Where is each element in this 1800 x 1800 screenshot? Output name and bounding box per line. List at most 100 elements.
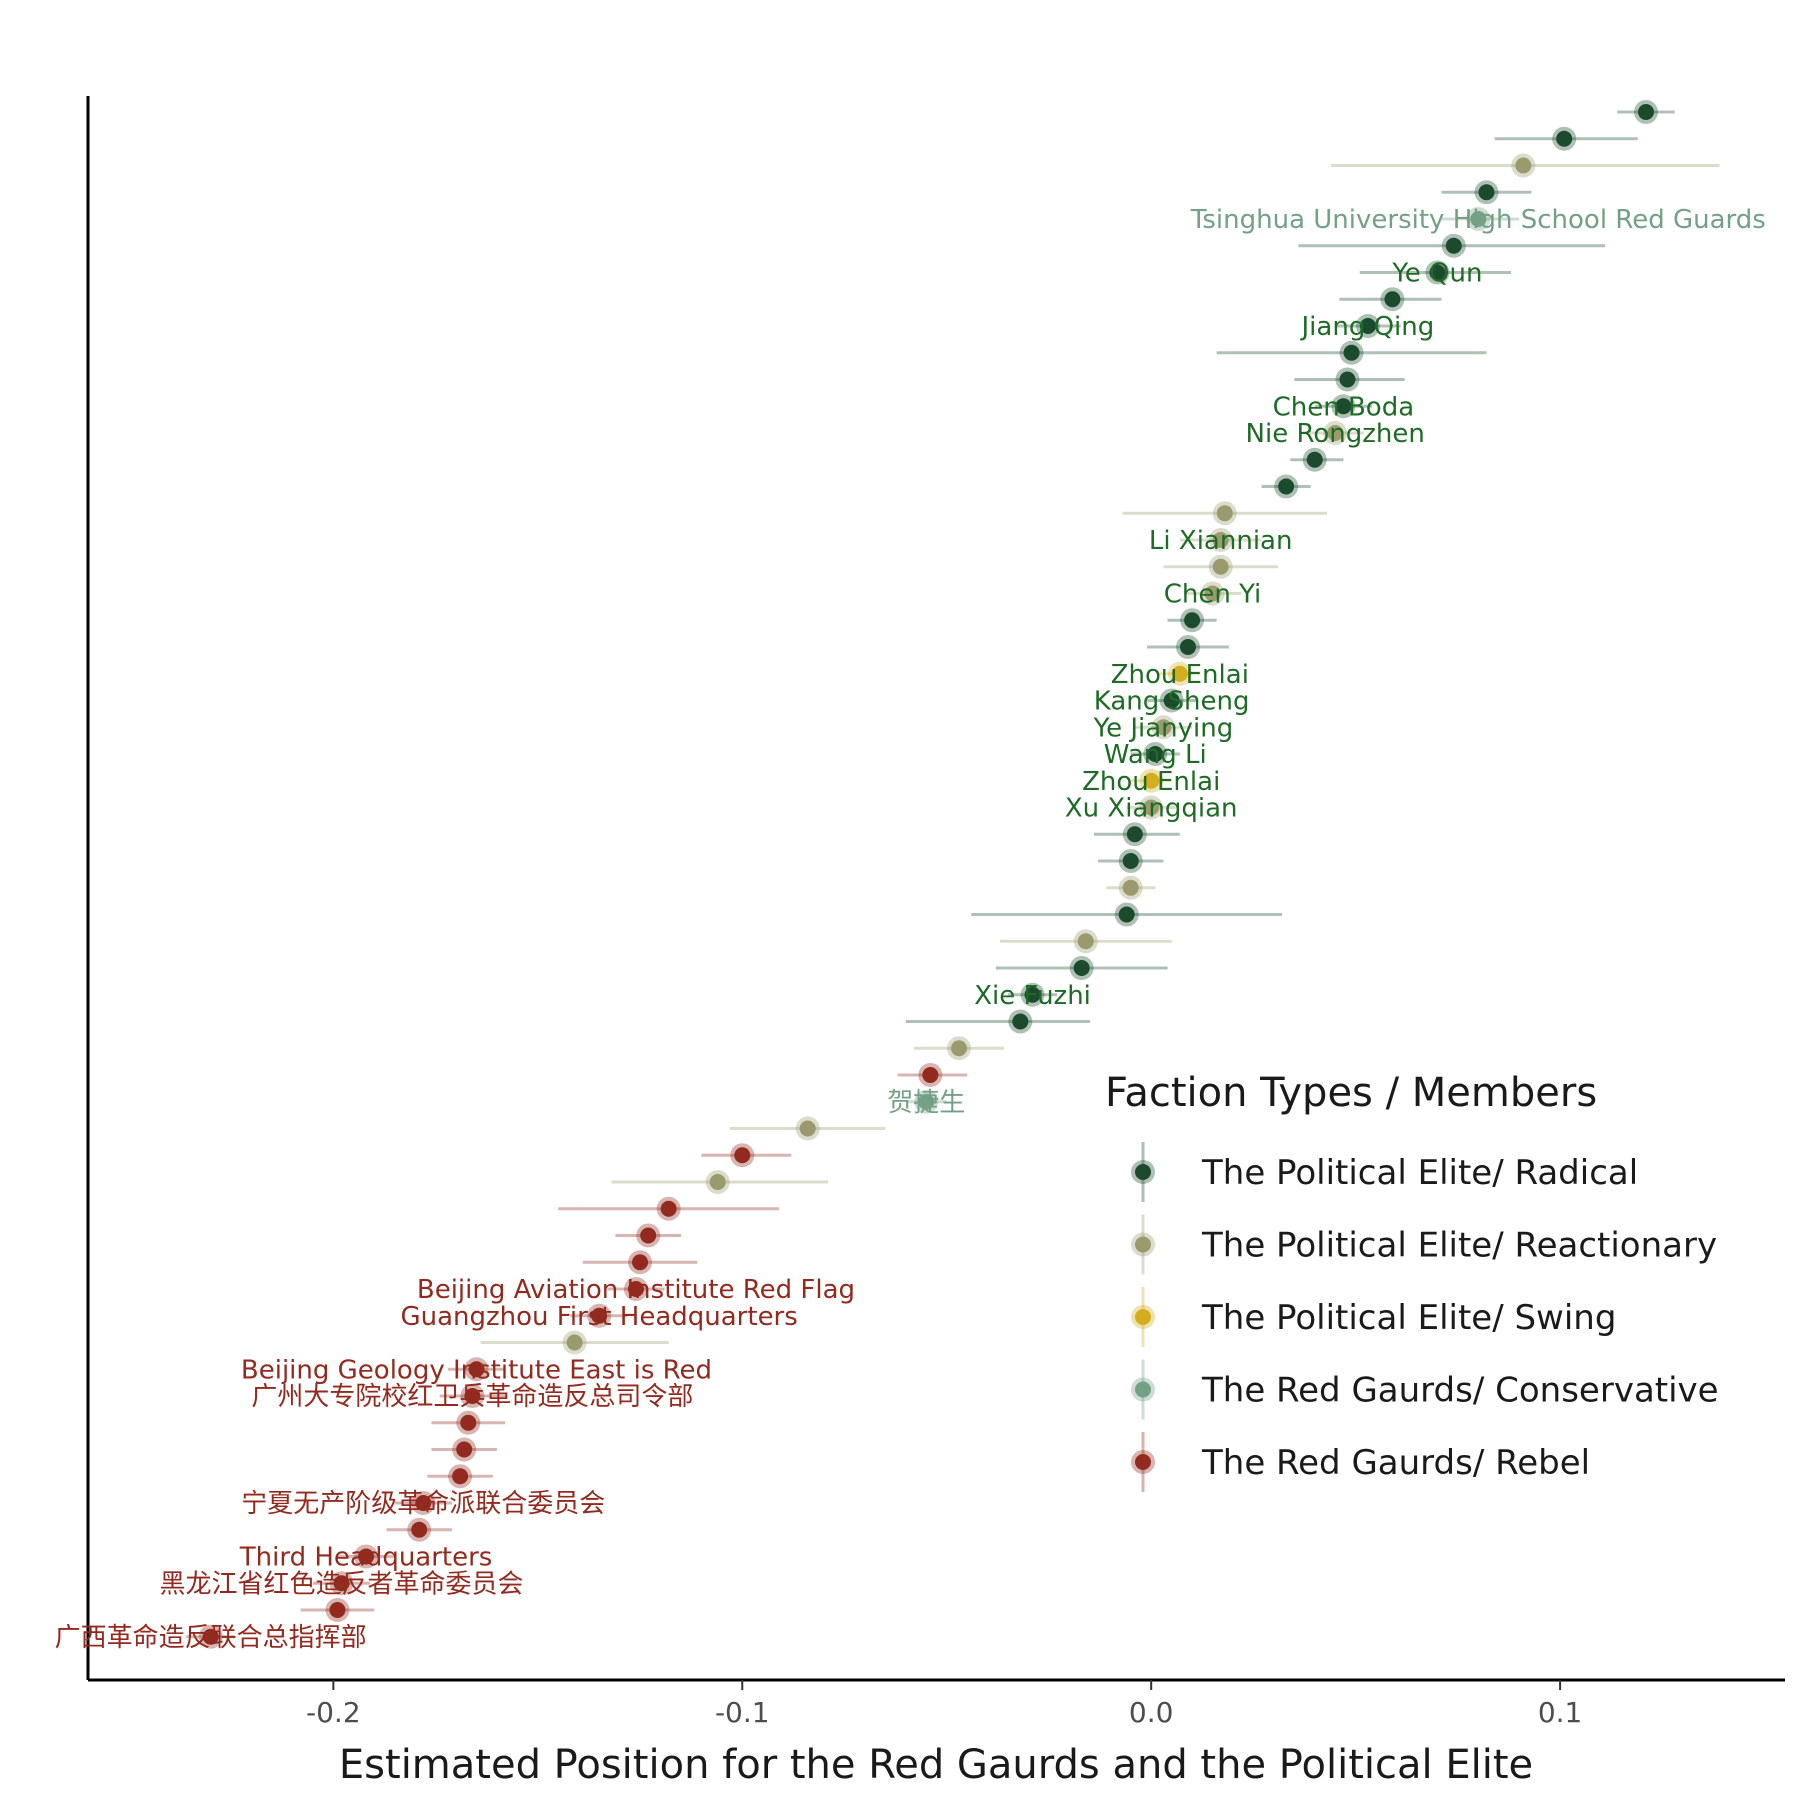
legend-key-point	[1135, 1164, 1151, 1180]
axes: -0.2 -0.1 0.0 0.1 Estimated Position for th…	[86, 96, 1785, 1788]
data-point	[460, 1414, 477, 1431]
data-point	[1073, 960, 1090, 976]
data-point	[1212, 532, 1229, 548]
point-label: Kang Sheng	[1094, 687, 1250, 717]
point-label: Chen Boda	[1273, 392, 1415, 422]
point-label: Wang Li	[1104, 740, 1207, 770]
legend-label: The Red Gaurds/ Rebel	[1201, 1443, 1590, 1483]
x-tick-label: 0.1	[1538, 1696, 1583, 1729]
data-point	[1122, 879, 1139, 896]
point-label: 广西革命造反联合总指挥部	[55, 1623, 367, 1653]
point-label: Xie Fuzhi	[974, 981, 1091, 1011]
data-point	[1184, 612, 1201, 629]
x-axis-title: Estimated Position for the Red Gaurds an…	[339, 1742, 1533, 1788]
data-point	[1335, 398, 1352, 415]
data-point	[627, 1281, 644, 1297]
legend-key-point	[1135, 1309, 1151, 1325]
point-label: Jiang Qing	[1300, 312, 1435, 342]
point-label: Ye Jianying	[1093, 713, 1234, 743]
data-point	[640, 1227, 657, 1244]
data-point	[591, 1307, 608, 1324]
data-point	[1327, 425, 1344, 441]
data-point	[1012, 1013, 1029, 1030]
point-label: 宁夏无产阶级革命派联合委员会	[241, 1489, 605, 1519]
x-tick-label: -0.2	[306, 1696, 361, 1729]
data-point	[1143, 799, 1160, 816]
data-point	[918, 1093, 935, 1110]
data-point	[1339, 371, 1356, 388]
data-point	[632, 1254, 649, 1271]
data-point	[1179, 639, 1196, 655]
data-point	[1118, 906, 1135, 923]
data-point	[202, 1628, 219, 1645]
points	[198, 100, 1658, 1649]
data-point	[1515, 157, 1532, 174]
data-point	[1024, 986, 1041, 1003]
point-label: Ye Qun	[1391, 259, 1482, 289]
data-point	[452, 1468, 469, 1485]
legend-label: The Political Elite/ Reactionary	[1201, 1226, 1717, 1266]
legend-items: The Political Elite/ Radical The Politica…	[1131, 1142, 1719, 1492]
point-label: 黑龙江省红色造反者革命委员会	[160, 1569, 524, 1599]
data-point	[1359, 318, 1376, 334]
legend-label: The Political Elite/ Radical	[1201, 1153, 1638, 1193]
data-point	[1212, 558, 1229, 575]
data-point	[1126, 826, 1143, 843]
data-point	[1343, 344, 1360, 361]
data-point	[333, 1575, 350, 1592]
data-point	[950, 1040, 967, 1057]
legend-label: The Red Gaurds/ Conservative	[1201, 1371, 1719, 1411]
data-point	[358, 1548, 375, 1565]
point-label: Third Headquarters	[239, 1543, 493, 1573]
data-point	[1278, 478, 1295, 495]
data-point	[415, 1495, 432, 1511]
point-label: Tsinghua University High School Red Guar…	[1190, 205, 1766, 235]
x-ticks: -0.2 -0.1 0.0 0.1	[306, 1680, 1582, 1729]
data-point	[1204, 585, 1221, 602]
data-point	[1429, 264, 1446, 281]
data-point	[660, 1200, 677, 1217]
legend-key-point	[1135, 1454, 1151, 1470]
data-point	[566, 1334, 583, 1351]
point-label: 贺捷生	[887, 1088, 965, 1118]
data-point	[1470, 211, 1487, 227]
legend-key-point	[1135, 1236, 1151, 1253]
legend-label: The Political Elite/ Swing	[1201, 1298, 1616, 1338]
x-tick-label: -0.1	[715, 1696, 770, 1729]
point-label: Nie Rongzhen	[1246, 419, 1425, 449]
data-point	[1077, 933, 1094, 950]
data-point	[1556, 130, 1573, 147]
point-label: Beijing Geology Institute East is Red	[241, 1355, 712, 1385]
point-label: Beijing Aviation Institute Red Flag	[417, 1275, 855, 1305]
data-point	[1637, 104, 1654, 120]
data-point	[411, 1521, 428, 1538]
data-point	[464, 1388, 481, 1404]
data-point	[329, 1602, 346, 1618]
legend: Faction Types / Members The Political El…	[1105, 1070, 1719, 1492]
data-point	[734, 1147, 751, 1164]
point-labels: Tsinghua University High School Red Guar…	[55, 205, 1766, 1653]
data-point	[468, 1361, 485, 1378]
data-point	[1171, 665, 1188, 682]
data-point	[456, 1441, 473, 1458]
data-point	[1122, 853, 1139, 869]
data-point	[1445, 237, 1462, 254]
point-label: Xu Xiangqian	[1065, 794, 1238, 824]
point-label: Guangzhou First Headquarters	[400, 1302, 797, 1332]
data-point	[1155, 719, 1172, 736]
point-label: Li Xiannian	[1149, 526, 1293, 556]
data-point	[1478, 184, 1495, 201]
data-point	[1147, 746, 1164, 762]
data-point	[922, 1067, 939, 1083]
data-point	[1163, 692, 1180, 709]
data-point	[1384, 291, 1401, 308]
data-point	[1143, 772, 1160, 789]
data-point	[709, 1174, 726, 1190]
data-point	[1216, 505, 1233, 522]
legend-key-point	[1135, 1381, 1151, 1398]
x-tick-label: 0.0	[1129, 1696, 1174, 1729]
point-label: 广州大专院校红卫兵革命造反总司令部	[251, 1382, 693, 1412]
point-label: Zhou Enlai	[1111, 660, 1249, 690]
point-label: Chen Yi	[1164, 580, 1262, 610]
